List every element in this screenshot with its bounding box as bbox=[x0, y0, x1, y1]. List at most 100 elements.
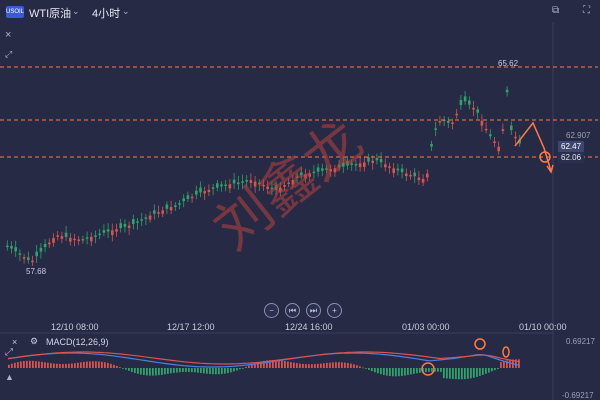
macd-bar bbox=[431, 368, 433, 372]
macd-histogram bbox=[8, 359, 520, 380]
macd-bar bbox=[335, 362, 337, 368]
candle-body bbox=[56, 235, 59, 237]
candle-body bbox=[216, 183, 219, 188]
candle-body bbox=[455, 113, 458, 116]
macd-bar bbox=[239, 368, 241, 370]
macd-bar bbox=[74, 363, 76, 368]
macd-bar bbox=[305, 364, 307, 368]
macd-label: MACD(12,26,9) bbox=[46, 337, 109, 347]
close-icon[interactable]: × bbox=[5, 29, 12, 41]
macd-bar bbox=[296, 363, 298, 368]
macd-bar bbox=[116, 365, 118, 368]
candle-body bbox=[480, 120, 484, 126]
macd-axis-top: 0.69217 bbox=[566, 337, 595, 346]
measure-icon[interactable]: ▲ bbox=[5, 372, 14, 382]
low-price-label: 57.68 bbox=[26, 267, 47, 276]
macd-bar bbox=[500, 362, 502, 368]
macd-bar bbox=[143, 368, 145, 376]
macd-bar bbox=[11, 363, 13, 368]
macd-bar bbox=[95, 361, 97, 368]
scroll-last-button[interactable]: ⏭ bbox=[306, 303, 321, 318]
macd-bar bbox=[152, 368, 154, 376]
candle-body bbox=[48, 242, 51, 245]
expand-icon[interactable]: ⤢ bbox=[5, 49, 13, 59]
candle-body bbox=[123, 223, 127, 227]
macd-bar bbox=[23, 361, 25, 368]
macd-bar bbox=[215, 368, 217, 375]
macd-bar bbox=[227, 368, 229, 374]
candle-body bbox=[417, 177, 421, 181]
macd-bar bbox=[137, 368, 139, 374]
macd-bar bbox=[509, 359, 511, 368]
price-axis-label-62907: 62.907 bbox=[566, 131, 591, 140]
zoom-out-button[interactable]: − bbox=[264, 303, 279, 318]
zoom-in-button[interactable]: + bbox=[327, 303, 342, 318]
candle-body bbox=[258, 182, 261, 185]
macd-bar bbox=[203, 368, 205, 374]
macd-bar bbox=[347, 362, 349, 368]
macd-bar bbox=[83, 361, 85, 368]
candle-body bbox=[379, 158, 383, 163]
macd-bar bbox=[62, 364, 64, 368]
macd-bar bbox=[251, 364, 253, 368]
macd-bar bbox=[242, 368, 244, 369]
macd-bar bbox=[218, 368, 220, 375]
scroll-first-button[interactable]: ⏮ bbox=[285, 303, 300, 318]
macd-bar bbox=[140, 368, 142, 375]
macd-bar bbox=[494, 368, 496, 371]
macd-bar bbox=[107, 362, 109, 368]
candle-body bbox=[249, 180, 253, 183]
macd-bar bbox=[485, 368, 487, 374]
candle-body bbox=[270, 187, 274, 190]
candle-body bbox=[266, 186, 269, 190]
macd-bar bbox=[272, 359, 274, 368]
window-icon[interactable]: ⧉ bbox=[552, 5, 560, 16]
macd-bar bbox=[32, 360, 34, 368]
macd-bar bbox=[419, 368, 421, 373]
macd-bar bbox=[191, 368, 193, 373]
macd-bar bbox=[179, 368, 181, 373]
macd-bar bbox=[338, 362, 340, 368]
interval-selector[interactable]: 4小时 bbox=[92, 8, 121, 20]
candle-body bbox=[325, 168, 328, 170]
macd-bar bbox=[221, 368, 223, 375]
watermark: 刘鑫龙 bbox=[202, 108, 373, 261]
candle-body bbox=[165, 204, 169, 209]
macd-bar bbox=[434, 368, 436, 372]
candle-body bbox=[274, 185, 278, 190]
macd-bar bbox=[161, 368, 163, 375]
macd-bar bbox=[371, 368, 373, 372]
candle-body bbox=[111, 230, 114, 236]
candle-body bbox=[409, 174, 412, 177]
forecast-path bbox=[514, 121, 554, 174]
macd-bar bbox=[131, 368, 133, 372]
candle-body bbox=[148, 215, 152, 220]
macd-bar bbox=[425, 368, 427, 373]
macd-bar bbox=[176, 368, 178, 373]
macd-bar bbox=[260, 361, 262, 368]
chart-type-icon[interactable]: ⤢ bbox=[5, 347, 13, 358]
candle-body bbox=[459, 100, 463, 105]
symbol-name[interactable]: WTI原油 bbox=[29, 8, 72, 20]
candle-body bbox=[140, 219, 143, 221]
candle-body bbox=[119, 223, 122, 228]
symbol-chevron-down-icon[interactable]: ⌄ bbox=[72, 6, 80, 16]
macd-bar bbox=[92, 361, 94, 368]
candle-body bbox=[199, 187, 202, 193]
candle-body bbox=[510, 125, 513, 130]
macd-bar bbox=[353, 364, 355, 368]
macd-bar bbox=[287, 361, 289, 368]
candle-body bbox=[253, 181, 257, 187]
macd-bar bbox=[320, 363, 322, 368]
interval-chevron-down-icon[interactable]: ⌄ bbox=[122, 6, 130, 16]
top-bar: USOIL WTI原油 ⌄ 4小时 ⌄ ⧉ ⛶ bbox=[0, 0, 600, 22]
macd-bar bbox=[104, 362, 106, 368]
candle-body bbox=[106, 229, 110, 232]
macd-bar bbox=[482, 368, 484, 375]
settings-icon[interactable]: ⚙ bbox=[30, 336, 39, 346]
candle-body bbox=[300, 172, 303, 175]
close-indicator-icon[interactable]: × bbox=[12, 337, 18, 347]
fullscreen-icon[interactable]: ⛶ bbox=[583, 5, 590, 16]
candle-body bbox=[178, 203, 181, 205]
